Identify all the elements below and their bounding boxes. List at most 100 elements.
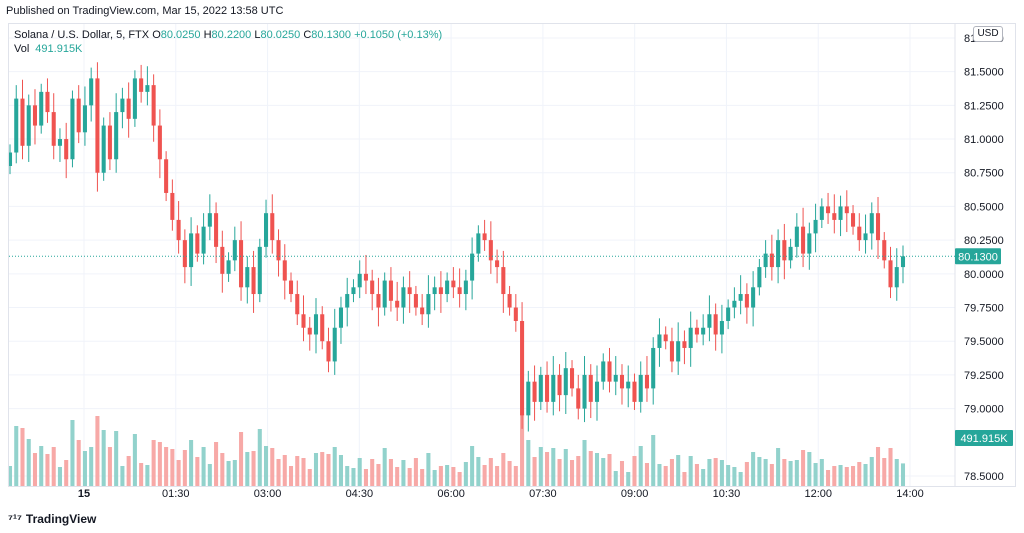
volume-bar [563,449,568,486]
volume-bar [744,462,749,486]
volume-bar [701,469,706,486]
volume-bar [532,457,537,486]
candle-body [463,280,468,295]
volume-bar [520,414,525,486]
high-value: 80.2200 [211,29,252,41]
candle-body [520,321,525,416]
volume-bar [426,453,431,486]
candle-body [813,219,818,234]
volume-bar [39,446,44,486]
volume-bar [232,460,237,486]
volume-bar [301,458,306,486]
candle-body [875,213,881,241]
volume-bar [7,466,13,486]
volume-bar [694,464,699,486]
volume-bar [470,446,475,486]
volume-bar [270,448,275,486]
volume-bar [545,452,550,486]
price-tick-label: 80.2500 [964,235,1004,247]
volume-bar [776,448,781,486]
volume-bar [95,416,100,486]
candle-body [588,374,593,402]
candle-body [264,213,269,247]
candle-body [488,240,493,261]
volume-bar [264,446,269,486]
volume-bar [70,420,75,486]
candle-body [132,78,137,119]
volume-bar [726,465,731,486]
candle-body [476,233,481,254]
candle-body [694,327,699,335]
volume-bar [813,463,818,486]
candle-body [738,294,743,301]
candle-body [276,240,281,261]
volume-bar [357,458,362,486]
candle-body [801,226,806,254]
candle-body [732,300,737,308]
candle-body [70,98,75,160]
candle-body [713,314,718,335]
volume-bar [495,466,500,486]
volume-bar [594,453,600,486]
candle-body [270,213,275,241]
candle-body [638,374,643,402]
volume-bar [551,448,556,486]
candle-body [844,206,849,214]
volume-bar [676,455,681,486]
time-tick-label: 03:00 [254,488,282,500]
candle-body [295,294,300,315]
candle-body [257,246,262,295]
candle-body [457,287,462,295]
volume-bar [751,452,756,486]
volume-bar [632,456,637,486]
candle-body [407,287,412,295]
volume-bar [89,447,94,486]
volume-bar [638,446,643,486]
candle-body [39,91,44,126]
candle-body [744,294,749,308]
currency-badge[interactable]: USD [973,26,1003,42]
volume-bar [869,457,874,486]
volume-bar [794,460,799,486]
candle-body [769,253,774,268]
candle-body [451,280,456,288]
candle-body [501,267,506,295]
volume-bar [313,453,319,486]
candle-body [676,341,681,362]
chart-frame [8,23,1016,487]
volume-bar [82,451,87,486]
candle-body [232,240,237,261]
volume-bar [326,454,331,486]
candle-body [182,240,187,268]
volume-bar [888,448,893,486]
volume-bar [757,457,762,486]
candle-body [151,85,156,126]
candle-body [707,314,712,328]
volume-bar [176,460,181,486]
volume-bar [782,459,787,486]
tradingview-brand: TradingView [25,512,97,526]
tradingview-logo[interactable]: ⁷¹⁷ TradingView [8,512,96,526]
candle-body [432,287,437,295]
candle-body [363,273,368,281]
volume-bar [64,460,69,486]
volume-bar [376,464,381,486]
last-volume-tag [955,430,1013,446]
candle-body [438,287,443,295]
volume-bar [251,451,256,486]
candle-body [401,287,406,308]
candle-body [7,152,13,166]
candle-body [863,233,868,241]
volume-bar [101,430,106,486]
volume-bar [844,467,849,486]
volume-bar [576,456,581,486]
volume-bar [413,458,418,486]
candle-body [145,85,150,92]
candle-body [64,139,69,160]
candle-body [532,381,537,402]
candle-body [413,294,418,308]
candle-body [382,280,387,308]
volume-bar [732,467,737,486]
candle-body [507,294,512,308]
